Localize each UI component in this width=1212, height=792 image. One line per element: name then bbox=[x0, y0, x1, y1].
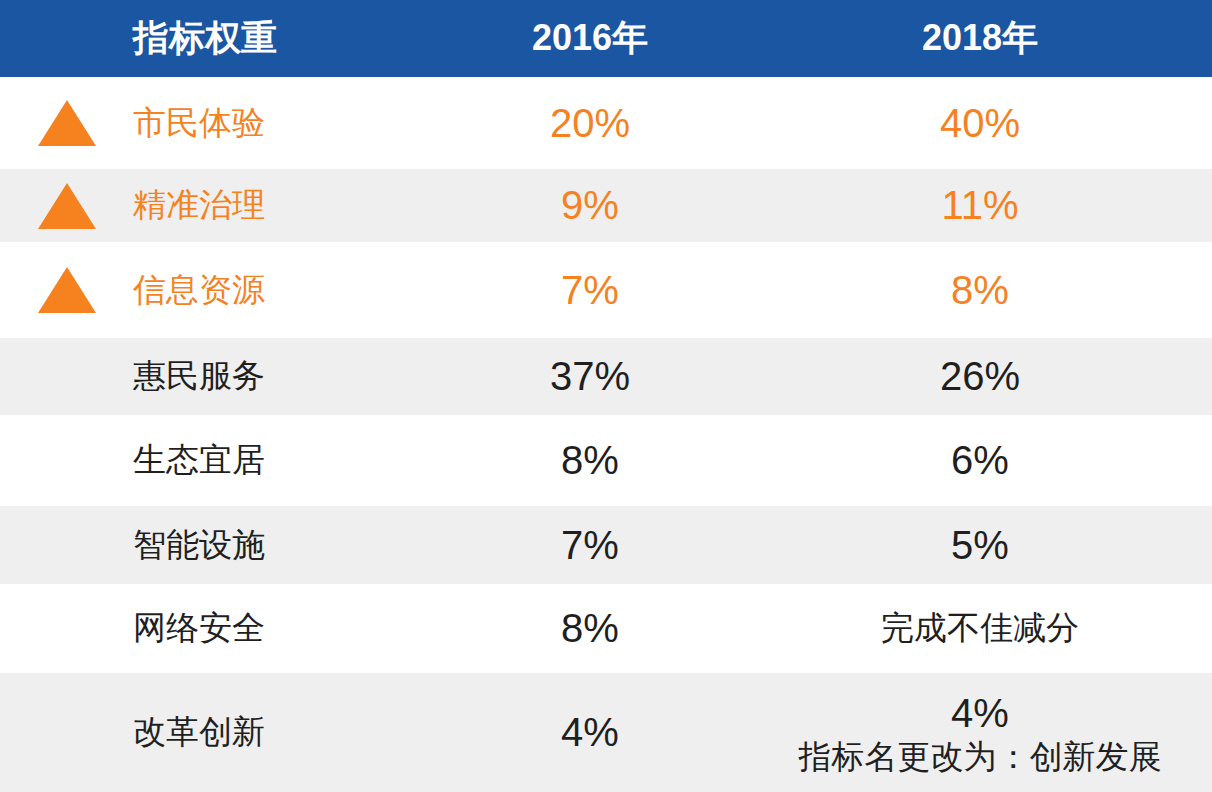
up-triangle-icon bbox=[38, 100, 96, 146]
row-label: 信息资源 bbox=[133, 268, 265, 313]
value-2016: 7% bbox=[432, 523, 748, 568]
header-cell-2016: 2016年 bbox=[432, 14, 748, 63]
table-row: 智能设施 7% 5% bbox=[0, 506, 1212, 584]
table-header-row: 指标权重 2016年 2018年 bbox=[0, 0, 1212, 77]
value-2016: 37% bbox=[432, 354, 748, 399]
value-2018: 完成不佳减分 bbox=[748, 606, 1212, 651]
value-2018-note: 指标名更改为：创新发展 bbox=[799, 737, 1162, 777]
value-2016: 8% bbox=[432, 438, 748, 483]
table-row: 精准治理 9% 11% bbox=[0, 169, 1212, 242]
value-2018: 5% bbox=[748, 523, 1212, 568]
up-triangle-icon bbox=[38, 183, 96, 229]
row-label: 改革创新 bbox=[133, 710, 265, 755]
up-triangle-icon bbox=[38, 267, 96, 313]
table-row: 网络安全 8% 完成不佳减分 bbox=[0, 584, 1212, 673]
value-2018: 6% bbox=[748, 438, 1212, 483]
row-label: 生态宜居 bbox=[133, 438, 265, 483]
table-row: 信息资源 7% 8% bbox=[0, 242, 1212, 338]
value-2018: 4% bbox=[951, 689, 1009, 737]
indicator-weight-table: 指标权重 2016年 2018年 市民体验 20% 40% 精准治理 9% 11… bbox=[0, 0, 1212, 792]
value-2018: 8% bbox=[748, 268, 1212, 313]
value-2018: 40% bbox=[748, 101, 1212, 146]
header-cell-2018: 2018年 bbox=[748, 14, 1212, 63]
table-row: 改革创新 4% 4% 指标名更改为：创新发展 bbox=[0, 673, 1212, 792]
row-label: 精准治理 bbox=[133, 183, 265, 228]
row-label: 市民体验 bbox=[133, 101, 265, 146]
value-2016: 20% bbox=[432, 101, 748, 146]
header-cell-indicator: 指标权重 bbox=[0, 14, 432, 63]
value-2018: 11% bbox=[748, 183, 1212, 228]
table-row: 惠民服务 37% 26% bbox=[0, 338, 1212, 415]
value-2018: 26% bbox=[748, 354, 1212, 399]
table-row: 市民体验 20% 40% bbox=[0, 77, 1212, 169]
row-label: 网络安全 bbox=[133, 606, 265, 651]
value-2016: 4% bbox=[432, 710, 748, 755]
icon-cell bbox=[0, 267, 133, 313]
value-2016: 7% bbox=[432, 268, 748, 313]
table-row: 生态宜居 8% 6% bbox=[0, 415, 1212, 506]
icon-cell bbox=[0, 100, 133, 146]
value-2016: 9% bbox=[432, 183, 748, 228]
icon-cell bbox=[0, 183, 133, 229]
value-2016: 8% bbox=[432, 606, 748, 651]
row-label: 惠民服务 bbox=[133, 354, 265, 399]
row-label: 智能设施 bbox=[133, 523, 265, 568]
